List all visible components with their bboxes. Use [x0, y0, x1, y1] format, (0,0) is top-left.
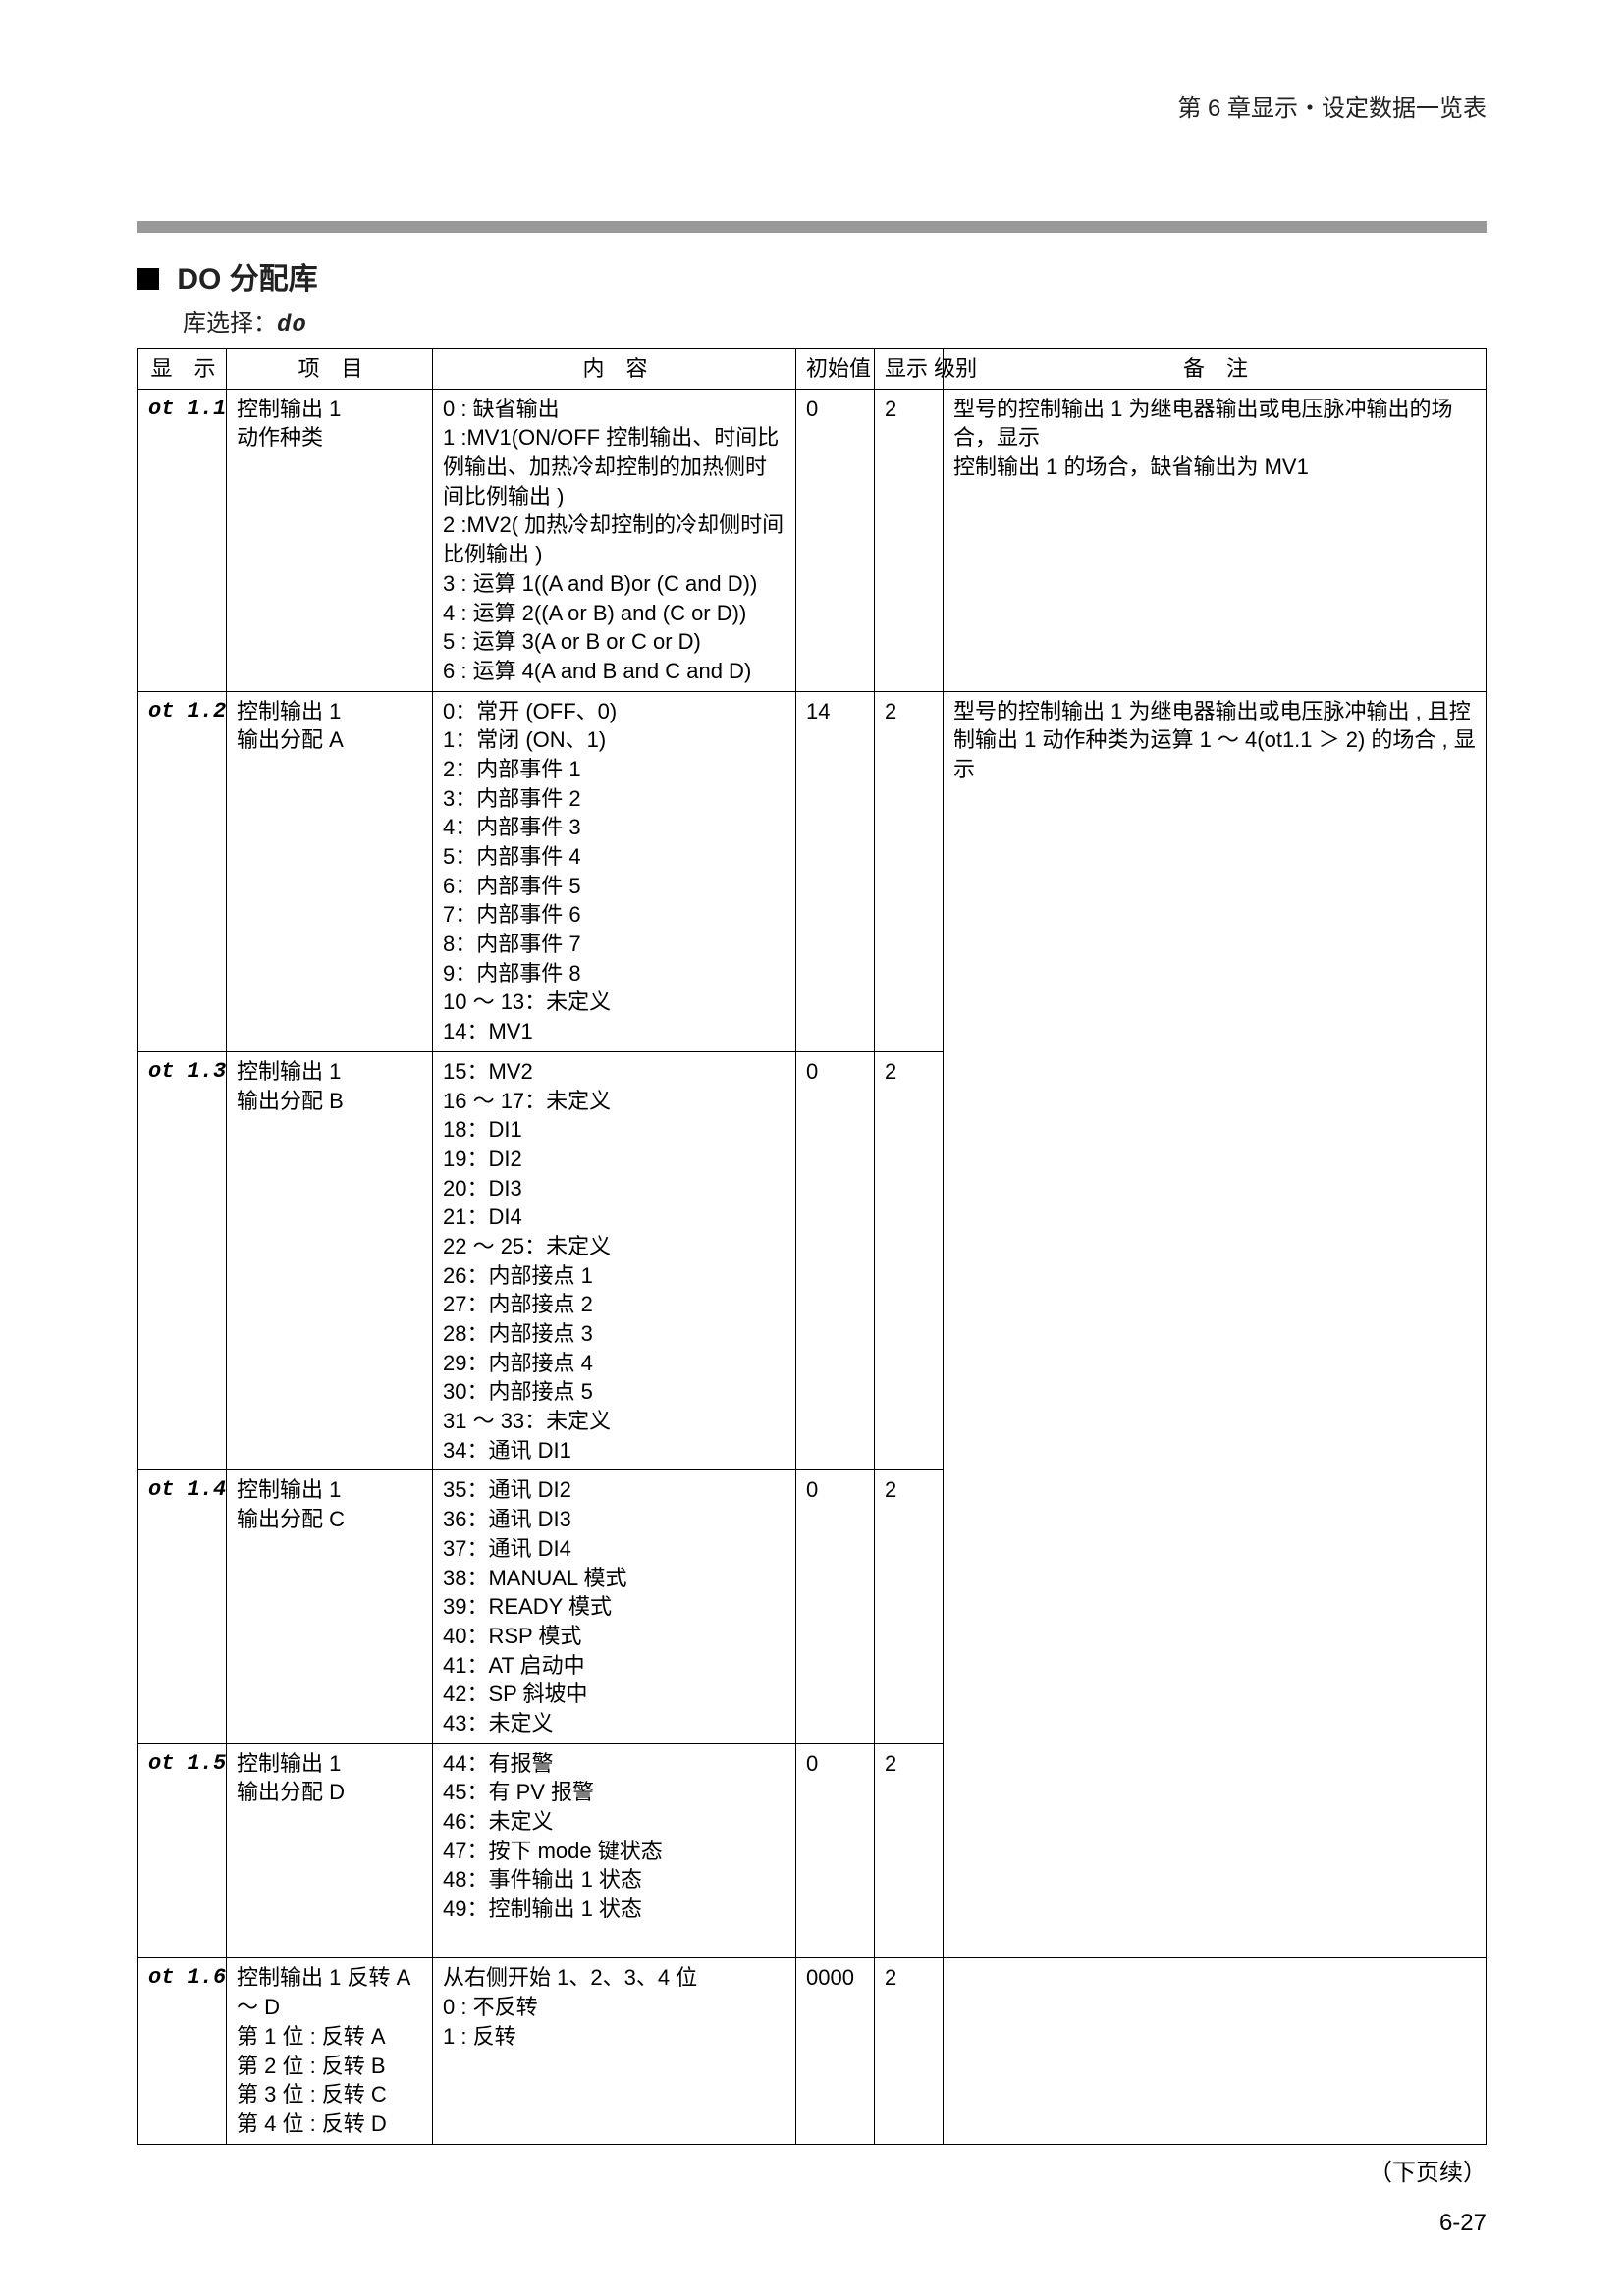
col-item: 项 目	[227, 349, 433, 390]
parameter-table: 显 示 项 目 内 容 初始值 显示 级别 备 注 ot 1.1 控制输出 1 …	[137, 348, 1487, 2145]
cell-initial: 0	[796, 1051, 875, 1470]
cell-content: 15：MV2 16 ～ 17：未定义 18：DI1 19：DI2 20：DI3 …	[433, 1051, 796, 1470]
page: 第 6 章显示・设定数据一览表 DO 分配库 库选择：do 显 示 项 目 内 …	[0, 0, 1624, 2296]
cell-content: 从右侧开始 1、2、3、4 位 0 : 不反转 1 : 反转	[433, 1958, 796, 2144]
cell-initial: 0000	[796, 1958, 875, 2144]
cell-level: 2	[875, 691, 944, 1051]
cell-content: 44：有报警 45：有 PV 报警 46：未定义 47：按下 mode 键状态 …	[433, 1743, 796, 1958]
table-header-row: 显 示 项 目 内 容 初始值 显示 级别 备 注	[138, 349, 1487, 390]
cell-level: 2	[875, 389, 944, 691]
cell-remark: 型号的控制输出 1 为继电器输出或电压脉冲输出的场合，显示 控制输出 1 的场合…	[944, 389, 1487, 691]
bank-select-code: do	[277, 312, 307, 339]
cell-display: ot 1.3	[138, 1051, 227, 1470]
col-level: 显示 级别	[875, 349, 944, 390]
cell-initial: 0	[796, 1743, 875, 1958]
cell-item: 控制输出 1 输出分配 A	[227, 691, 433, 1051]
section-separator-bar	[137, 221, 1487, 233]
cell-initial: 0	[796, 389, 875, 691]
cell-level: 2	[875, 1470, 944, 1743]
cell-item: 控制输出 1 输出分配 B	[227, 1051, 433, 1470]
col-initial: 初始值	[796, 349, 875, 390]
cell-content: 0 : 缺省输出 1 :MV1(ON/OFF 控制输出、时间比例输出、加热冷却控…	[433, 389, 796, 691]
cell-initial: 14	[796, 691, 875, 1051]
col-display: 显 示	[138, 349, 227, 390]
col-remark: 备 注	[944, 349, 1487, 390]
bank-select-prefix: 库选择：	[183, 310, 277, 337]
col-content: 内 容	[433, 349, 796, 390]
page-number: 6-27	[1439, 2210, 1487, 2237]
bank-select-line: 库选择：do	[183, 303, 1487, 339]
section-title-text: DO 分配库	[177, 263, 317, 295]
cell-content: 0：常开 (OFF、0) 1：常闭 (ON、1) 2：内部事件 1 3：内部事件…	[433, 691, 796, 1051]
cell-initial: 0	[796, 1470, 875, 1743]
cell-display: ot 1.4	[138, 1470, 227, 1743]
table-row: ot 1.2 控制输出 1 输出分配 A 0：常开 (OFF、0) 1：常闭 (…	[138, 691, 1487, 1051]
cell-item: 控制输出 1 动作种类	[227, 389, 433, 691]
cell-level: 2	[875, 1051, 944, 1470]
cell-display: ot 1.5	[138, 1743, 227, 1958]
cell-remark	[944, 1958, 1487, 2144]
section-title: DO 分配库	[137, 254, 1487, 297]
cell-remark: 型号的控制输出 1 为继电器输出或电压脉冲输出 , 且控制输出 1 动作种类为运…	[944, 691, 1487, 1958]
cell-item: 控制输出 1 输出分配 C	[227, 1470, 433, 1743]
cell-display: ot 1.1	[138, 389, 227, 691]
continued-note: （下页续）	[137, 2153, 1487, 2187]
chapter-header: 第 6 章显示・设定数据一览表	[137, 88, 1487, 123]
cell-display: ot 1.2	[138, 691, 227, 1051]
cell-item: 控制输出 1 反转 A ～ D 第 1 位 : 反转 A 第 2 位 : 反转 …	[227, 1958, 433, 2144]
square-bullet-icon	[137, 268, 159, 290]
cell-level: 2	[875, 1743, 944, 1958]
table-row: ot 1.1 控制输出 1 动作种类 0 : 缺省输出 1 :MV1(ON/OF…	[138, 389, 1487, 691]
cell-item: 控制输出 1 输出分配 D	[227, 1743, 433, 1958]
cell-content: 35：通讯 DI2 36：通讯 DI3 37：通讯 DI4 38：MANUAL …	[433, 1470, 796, 1743]
cell-level: 2	[875, 1958, 944, 2144]
table-row: ot 1.6 控制输出 1 反转 A ～ D 第 1 位 : 反转 A 第 2 …	[138, 1958, 1487, 2144]
cell-display: ot 1.6	[138, 1958, 227, 2144]
